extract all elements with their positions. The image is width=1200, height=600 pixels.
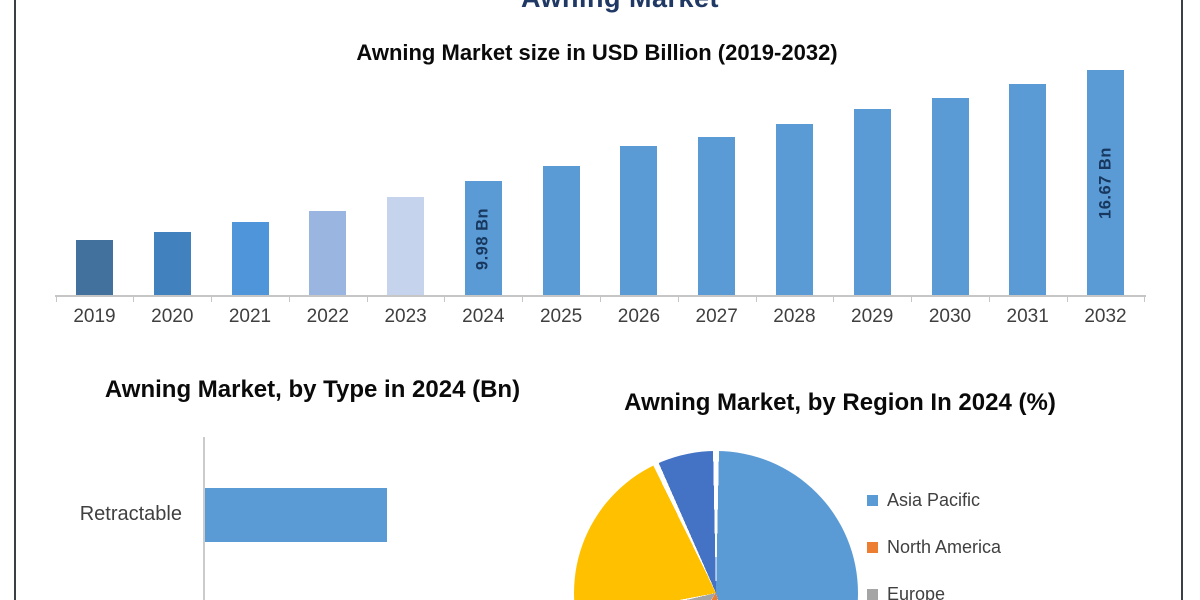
type-chart-title: Awning Market, by Type in 2024 (Bn) [104,376,521,403]
legend-swatch-icon [867,589,878,600]
bar-2031 [1009,84,1047,296]
axis-tick [366,296,368,302]
axis-tick [211,296,213,302]
bar-chart-title: Awning Market size in USD Billion (2019-… [356,40,838,65]
bar-2020 [153,232,191,296]
x-label-2019: 2019 [73,306,116,327]
legend-swatch-icon [867,542,878,553]
x-label-2020: 2020 [151,306,194,327]
x-label-2024: 2024 [462,306,505,327]
type-chart-y-axis [203,437,205,600]
x-label-2023: 2023 [384,306,427,327]
x-label-2021: 2021 [228,306,272,327]
bar-2029 [853,109,891,296]
bar-2027 [698,137,736,296]
x-label-2031: 2031 [1006,306,1049,327]
bar-2032: 16.67 Bn [1087,70,1124,296]
axis-tick [288,296,290,302]
bar-2023 [387,197,425,296]
bar-2021 [231,222,269,296]
pie-circle [574,451,858,600]
axis-tick [444,296,446,302]
x-label-2027: 2027 [695,306,738,327]
axis-tick [600,296,601,302]
page-title: Awning Market [20,0,1200,12]
x-label-2029: 2029 [851,306,894,327]
axis-tick [133,296,135,302]
frame-border-right [1181,0,1183,600]
legend-item-europe: Europe [867,584,945,600]
x-label-2028: 2028 [773,306,816,327]
axis-tick [833,296,835,302]
bar-2028 [775,124,813,296]
type-chart-bar-retractable [205,488,387,542]
bar-data-label-2024: 9.98 Bn [473,207,492,270]
legend-label: North America [887,537,1002,557]
pie-chart-title: Awning Market, by Region In 2024 (%) [624,389,1056,416]
legend-item-asia-pacific: Asia Pacific [867,490,980,511]
legend-item-north-america: North America [867,537,1001,558]
bar-2026 [620,146,658,296]
legend-label: Europe [887,584,946,600]
axis-tick [988,296,990,302]
x-label-2030: 2030 [928,306,972,327]
frame-border-left [14,0,16,600]
legend-swatch-icon [867,495,878,506]
x-label-2022: 2022 [306,306,349,327]
axis-tick [755,296,757,302]
axis-tick [1066,296,1068,302]
type-chart-category-label: Retractable [79,503,182,525]
axis-tick [55,296,57,302]
axis-tick [677,296,679,302]
bar-2024: 9.98 Bn [464,181,502,296]
bar-data-label-2032: 16.67 Bn [1096,147,1114,219]
axis-tick [911,296,913,302]
bar-2030 [931,98,969,296]
bar-2019 [76,240,113,296]
bar-2022 [309,211,347,296]
bar-2025 [542,166,580,296]
legend-label: Asia Pacific [887,490,981,510]
x-label-2026: 2026 [617,306,661,327]
x-label-2025: 2025 [539,306,583,327]
axis-tick [522,296,524,302]
axis-tick [1144,296,1146,302]
x-label-2032: 2032 [1084,306,1127,327]
